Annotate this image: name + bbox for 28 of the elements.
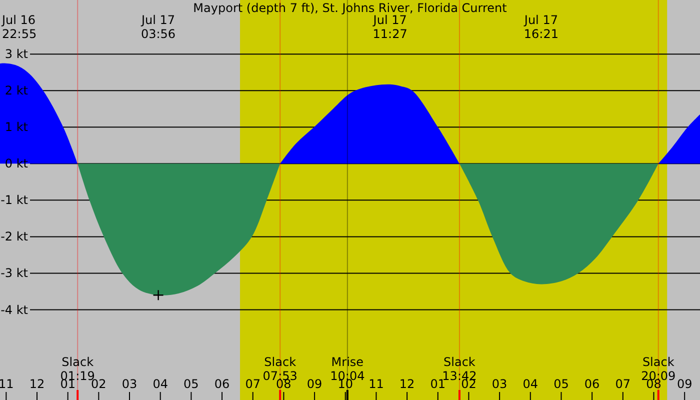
x-tick-label: 01	[430, 377, 446, 391]
annotation: Jul 16 22:55	[1, 13, 37, 41]
x-tick-label: 11	[0, 377, 14, 391]
x-tick-label: 06	[584, 377, 600, 391]
y-tick-label: -1 kt	[0, 193, 28, 208]
x-tick-label: 11	[368, 377, 384, 391]
x-tick-label: 09	[306, 377, 322, 391]
annotation: Jul 17 11:27	[372, 13, 408, 41]
x-tick-label: 09	[676, 377, 692, 391]
x-tick-label: 04	[152, 377, 168, 391]
x-tick-label: 07	[245, 377, 261, 391]
annotation: Jul 17 03:56	[140, 13, 176, 41]
x-tick-label: 12	[29, 377, 45, 391]
x-tick-label: 05	[554, 377, 569, 391]
y-tick-label: -3 kt	[0, 266, 28, 280]
x-tick-label: 04	[522, 377, 538, 391]
x-tick-label: 07	[615, 377, 631, 391]
y-tick-label: 1 kt	[4, 120, 28, 134]
x-tick-label: 06	[214, 377, 230, 391]
y-tick-label: -4 kt	[0, 302, 28, 317]
y-tick-label: -2 kt	[0, 230, 28, 244]
x-tick-label: 05	[184, 377, 199, 391]
annotation: Jul 17 16:21	[523, 13, 558, 41]
y-tick-label: 2 kt	[4, 84, 28, 98]
x-tick-label: 03	[122, 377, 138, 391]
y-tick-label: 3 kt	[4, 47, 28, 62]
x-tick-label: 03	[492, 377, 508, 391]
x-tick-label: 12	[399, 377, 415, 391]
